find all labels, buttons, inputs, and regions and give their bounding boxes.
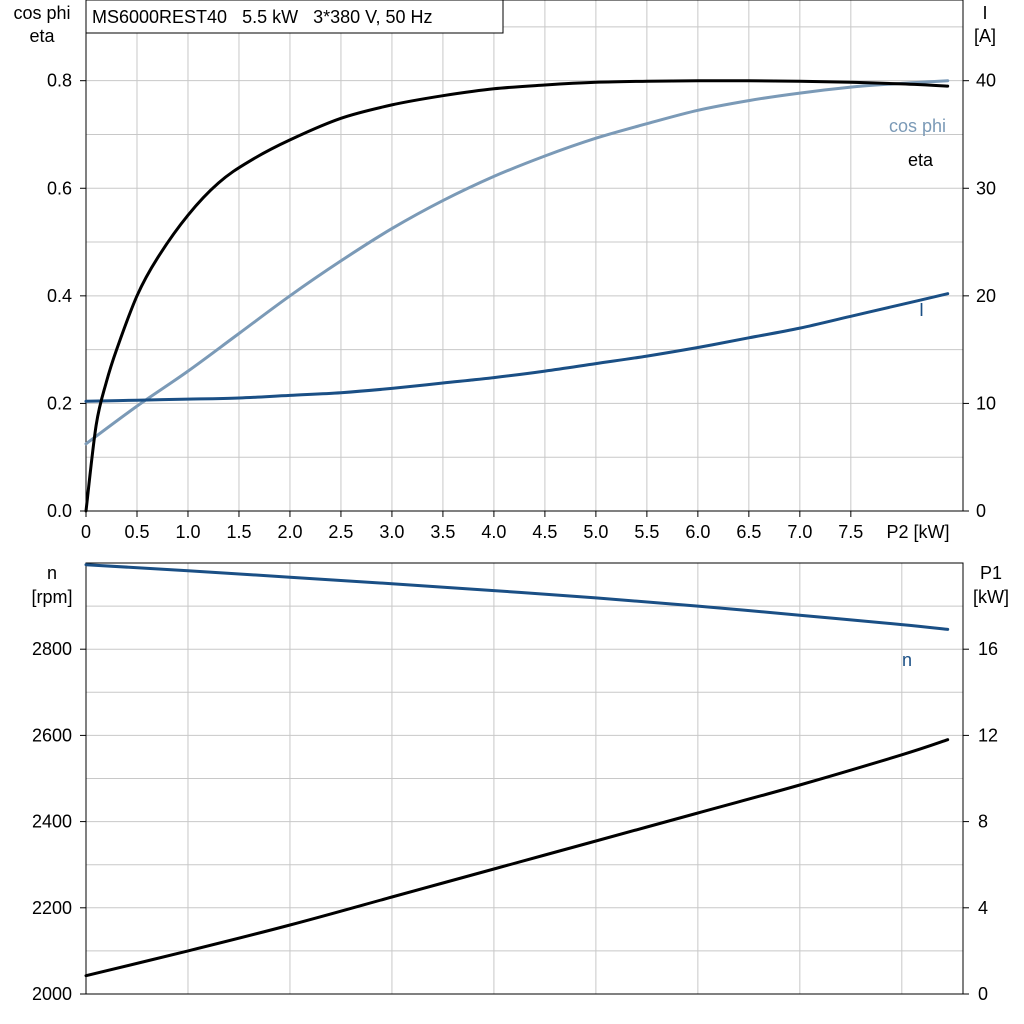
- y-left-tick-label: 0.4: [47, 286, 72, 306]
- series-label-speed: n: [902, 650, 912, 670]
- y-left-tick-label: 2200: [32, 898, 72, 918]
- bottom-series: [84, 563, 950, 978]
- x-tick-label: 2.5: [328, 522, 353, 542]
- top-plot-frame: [85, 0, 964, 512]
- y-left-tick-label: 2600: [32, 725, 72, 745]
- series-label-eta: eta: [908, 150, 934, 170]
- y-right-tick-label: 4: [978, 898, 988, 918]
- x-tick-label: 5.0: [583, 522, 608, 542]
- x-axis-label: P2 [kW]: [886, 522, 949, 542]
- y-right-tick-label: 20: [976, 286, 996, 306]
- x-tick-label: 1.0: [175, 522, 200, 542]
- top-ticks: 0 0.5 1.0 1.5 2.0 2.5 3.0 3.5 4.0 4.5 5.0 5.5 6.0 6.5…: [47, 71, 996, 542]
- series-eta-line: [84, 79, 950, 513]
- series-label-current: I: [919, 300, 924, 320]
- y-right-tick-label: 8: [978, 812, 988, 832]
- y-right-label-line1: I: [982, 3, 987, 23]
- y-right-label-line2: [A]: [974, 26, 996, 46]
- y-right-tick-label: 0: [976, 501, 986, 521]
- series-label-cos-phi: cos phi: [889, 116, 946, 136]
- y-left-tick-label: 0.8: [47, 71, 72, 91]
- series-cos-phi-line: [84, 79, 950, 446]
- y-right-tick-label: 12: [978, 725, 998, 745]
- x-tick-label: 7.5: [838, 522, 863, 542]
- y-left-tick-label: 2000: [32, 984, 72, 1004]
- x-tick-label: 4.5: [532, 522, 557, 542]
- speed-power-chart: 2000 2200 2400 2600 2800 0 4 8 12 16 n [rpm] P1 […: [31, 562, 1009, 1004]
- y-left-label-line2: eta: [29, 26, 55, 46]
- y-left-tick-label: 0.6: [47, 178, 72, 198]
- bottom-ticks: 2000 2200 2400 2600 2800 0 4 8 12 16: [32, 639, 998, 1004]
- bottom-plot-frame: [85, 562, 964, 995]
- efficiency-chart: 0 0.5 1.0 1.5 2.0 2.5 3.0 3.5 4.0 4.5 5.0 5.5 6.0 6.5…: [13, 0, 996, 542]
- x-tick-label: 6.0: [685, 522, 710, 542]
- x-tick-label: 7.0: [787, 522, 812, 542]
- y-left-tick-label: 0.0: [47, 501, 72, 521]
- x-tick-label: 0.5: [124, 522, 149, 542]
- top-series: [84, 79, 950, 513]
- bottom-grid: [86, 563, 963, 994]
- chart-title: MS6000REST40 5.5 kW 3*380 V, 50 Hz: [92, 7, 433, 27]
- series-speed-line: [84, 563, 950, 631]
- x-tick-label: 6.5: [736, 522, 761, 542]
- y-left-tick-label: 0.2: [47, 393, 72, 413]
- y-left-label-line1: cos phi: [13, 3, 70, 23]
- x-tick-label: 5.5: [634, 522, 659, 542]
- top-grid: [86, 0, 963, 511]
- y-left-label-line2-bottom: [rpm]: [31, 587, 72, 607]
- y-right-label-line1-bottom: P1: [980, 563, 1002, 583]
- x-tick-label: 2.0: [277, 522, 302, 542]
- y-right-label-line2-bottom: [kW]: [973, 587, 1009, 607]
- y-right-tick-label: 0: [978, 984, 988, 1004]
- y-left-label-line1-bottom: n: [47, 563, 57, 583]
- y-right-tick-label: 30: [976, 178, 996, 198]
- y-right-tick-label: 10: [976, 393, 996, 413]
- y-left-tick-label: 2400: [32, 812, 72, 832]
- x-tick-label: 0: [81, 522, 91, 542]
- x-tick-label: 3.5: [430, 522, 455, 542]
- x-tick-label: 4.0: [481, 522, 506, 542]
- series-current-line: [84, 292, 950, 403]
- x-tick-label: 3.0: [379, 522, 404, 542]
- y-left-tick-label: 2800: [32, 639, 72, 659]
- y-right-tick-label: 16: [978, 639, 998, 659]
- y-right-tick-label: 40: [976, 71, 996, 91]
- title-box: [85, 0, 504, 34]
- x-tick-label: 1.5: [226, 522, 251, 542]
- series-p1-line: [84, 738, 950, 978]
